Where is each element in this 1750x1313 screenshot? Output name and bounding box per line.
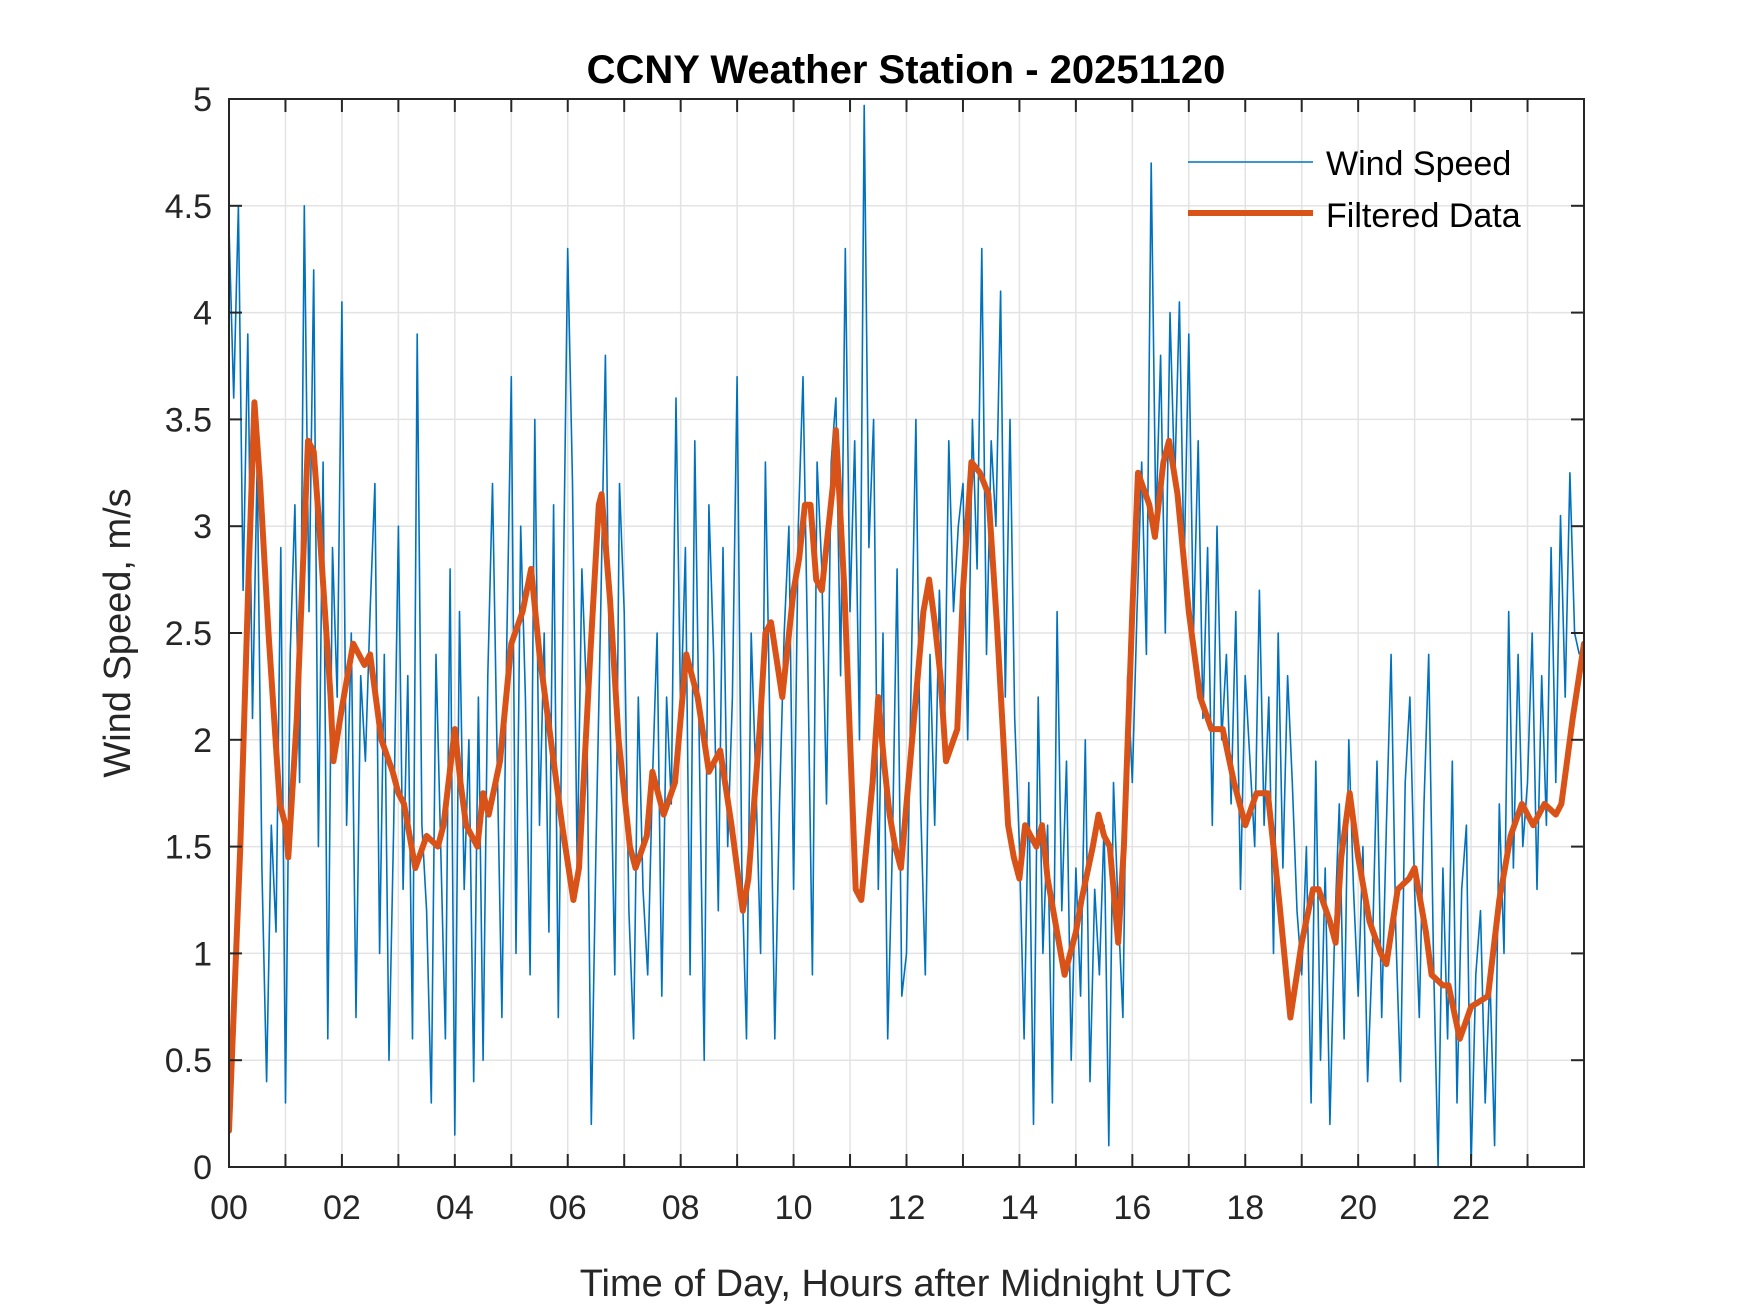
y-tick-label: 4 (193, 295, 212, 333)
x-tick-label: 14 (1001, 1189, 1039, 1227)
y-axis-label: Wind Speed, m/s (97, 488, 139, 777)
x-tick-label: 06 (549, 1189, 587, 1227)
x-tick-label: 04 (436, 1189, 474, 1227)
y-tick-label: 2 (193, 722, 212, 760)
chart-title: CCNY Weather Station - 20251120 (587, 48, 1226, 92)
y-tick-label: 1.5 (165, 829, 212, 867)
plot-area (229, 104, 1584, 1167)
x-tick-label: 20 (1339, 1189, 1377, 1227)
filtered-data-line (229, 399, 1584, 1134)
y-tick-label: 1 (193, 935, 212, 973)
legend-wind-speed-label: Wind Speed (1326, 145, 1511, 183)
y-tick-label: 5 (193, 81, 212, 119)
y-tick-label: 3 (193, 508, 212, 546)
y-tick-label: 0 (193, 1149, 212, 1187)
y-tick-label: 3.5 (165, 401, 212, 439)
axis-ticks (229, 99, 1584, 1167)
x-tick-label: 10 (775, 1189, 813, 1227)
x-tick-label: 02 (323, 1189, 361, 1227)
x-axis-label: Time of Day, Hours after Midnight UTC (580, 1263, 1233, 1305)
y-tick-label: 0.5 (165, 1042, 212, 1080)
y-tick-label: 4.5 (165, 188, 212, 226)
wind-speed-line (229, 104, 1581, 1167)
x-tick-label: 00 (210, 1189, 248, 1227)
legend: Wind Speed Filtered Data (1188, 145, 1521, 235)
legend-filtered-data-label: Filtered Data (1326, 197, 1521, 235)
y-tick-labels: 0 0.5 1 1.5 2 2.5 3 3.5 4 4.5 5 (165, 81, 212, 1187)
x-tick-label: 08 (662, 1189, 700, 1227)
x-tick-label: 16 (1113, 1189, 1151, 1227)
x-tick-label: 18 (1226, 1189, 1264, 1227)
x-tick-label: 22 (1452, 1189, 1490, 1227)
y-tick-label: 2.5 (165, 615, 212, 653)
x-tick-label: 12 (888, 1189, 926, 1227)
x-tick-labels: 00 02 04 06 08 10 12 14 16 18 20 22 (210, 1189, 1490, 1227)
